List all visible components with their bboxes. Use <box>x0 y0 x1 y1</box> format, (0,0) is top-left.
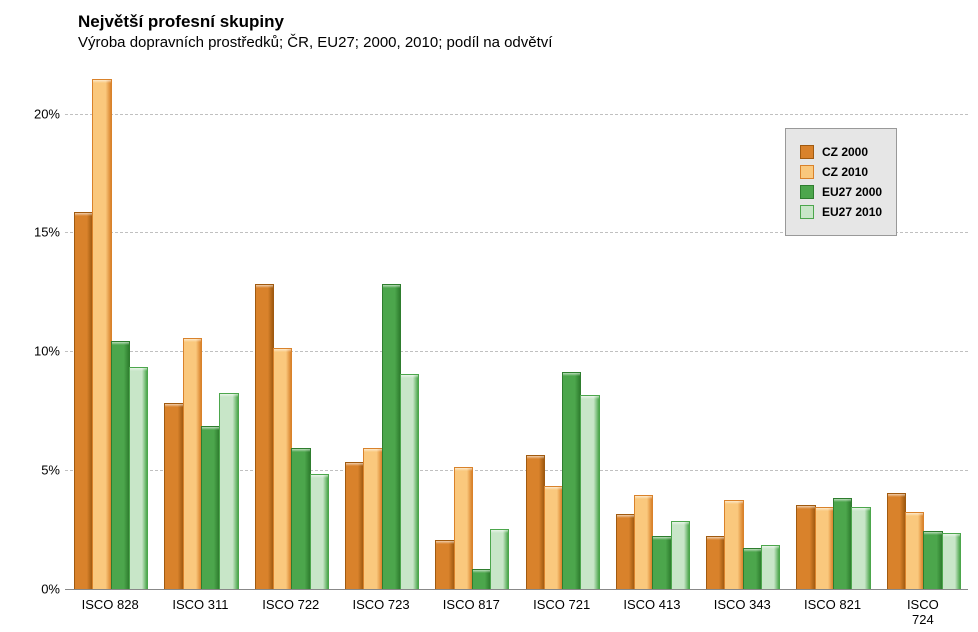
bar <box>706 536 725 589</box>
bar <box>490 529 509 589</box>
legend-label: EU27 2010 <box>822 205 882 219</box>
legend: CZ 2000 CZ 2010 EU27 2000 EU27 2010 <box>785 128 897 236</box>
gridline <box>65 114 968 115</box>
bar <box>201 426 220 589</box>
bar <box>580 395 599 589</box>
bar <box>743 548 762 589</box>
bar <box>454 467 473 589</box>
bar <box>887 493 906 589</box>
legend-swatch <box>800 165 814 179</box>
y-tick-label: 15% <box>5 225 60 240</box>
bar <box>400 374 419 589</box>
bar <box>634 495 653 589</box>
bar <box>761 545 780 589</box>
bar <box>435 540 454 589</box>
bar <box>273 348 292 589</box>
bar <box>526 455 545 589</box>
bar <box>905 512 924 589</box>
x-tick-label: ISCO 413 <box>623 597 680 612</box>
bar <box>219 393 238 589</box>
x-tick-label: ISCO 311 <box>172 597 228 612</box>
x-tick-label: ISCO 828 <box>82 597 139 612</box>
bar <box>544 486 563 589</box>
bar <box>345 462 364 589</box>
x-tick-label: ISCO 723 <box>353 597 410 612</box>
bar <box>833 498 852 589</box>
chart-container: Největší profesní skupiny Výroba dopravn… <box>0 0 978 632</box>
legend-swatch <box>800 145 814 159</box>
bar <box>671 521 690 589</box>
chart-title: Největší profesní skupiny <box>78 12 284 32</box>
x-tick-label: ISCO 721 <box>533 597 590 612</box>
x-tick-label: ISCO 724 <box>895 597 950 627</box>
legend-label: CZ 2010 <box>822 165 868 179</box>
bar <box>851 507 870 589</box>
bar <box>255 284 274 589</box>
bar <box>363 448 382 589</box>
bar <box>616 514 635 589</box>
legend-swatch <box>800 185 814 199</box>
legend-label: EU27 2000 <box>822 185 882 199</box>
x-tick-label: ISCO 722 <box>262 597 319 612</box>
y-tick-label: 5% <box>5 463 60 478</box>
bar <box>111 341 130 589</box>
legend-item: EU27 2000 <box>800 185 882 199</box>
x-tick-label: ISCO 343 <box>714 597 771 612</box>
bar <box>942 533 961 589</box>
bar <box>923 531 942 589</box>
bar <box>164 403 183 589</box>
bar <box>183 338 202 589</box>
bar <box>129 367 148 589</box>
bar <box>652 536 671 589</box>
bar <box>92 79 111 589</box>
y-tick-label: 0% <box>5 582 60 597</box>
baseline <box>65 589 968 590</box>
x-tick-label: ISCO 817 <box>443 597 500 612</box>
y-tick-label: 10% <box>5 344 60 359</box>
legend-item: CZ 2010 <box>800 165 882 179</box>
legend-item: EU27 2010 <box>800 205 882 219</box>
chart-subtitle: Výroba dopravních prostředků; ČR, EU27; … <box>78 34 552 51</box>
bar <box>74 212 93 589</box>
bar <box>291 448 310 589</box>
bar <box>724 500 743 589</box>
legend-item: CZ 2000 <box>800 145 882 159</box>
x-tick-label: ISCO 821 <box>804 597 861 612</box>
bar <box>382 284 401 589</box>
bar <box>310 474 329 589</box>
bar <box>796 505 815 589</box>
legend-label: CZ 2000 <box>822 145 868 159</box>
legend-swatch <box>800 205 814 219</box>
bar <box>472 569 491 589</box>
bar <box>815 507 834 589</box>
bar <box>562 372 581 589</box>
y-tick-label: 20% <box>5 106 60 121</box>
